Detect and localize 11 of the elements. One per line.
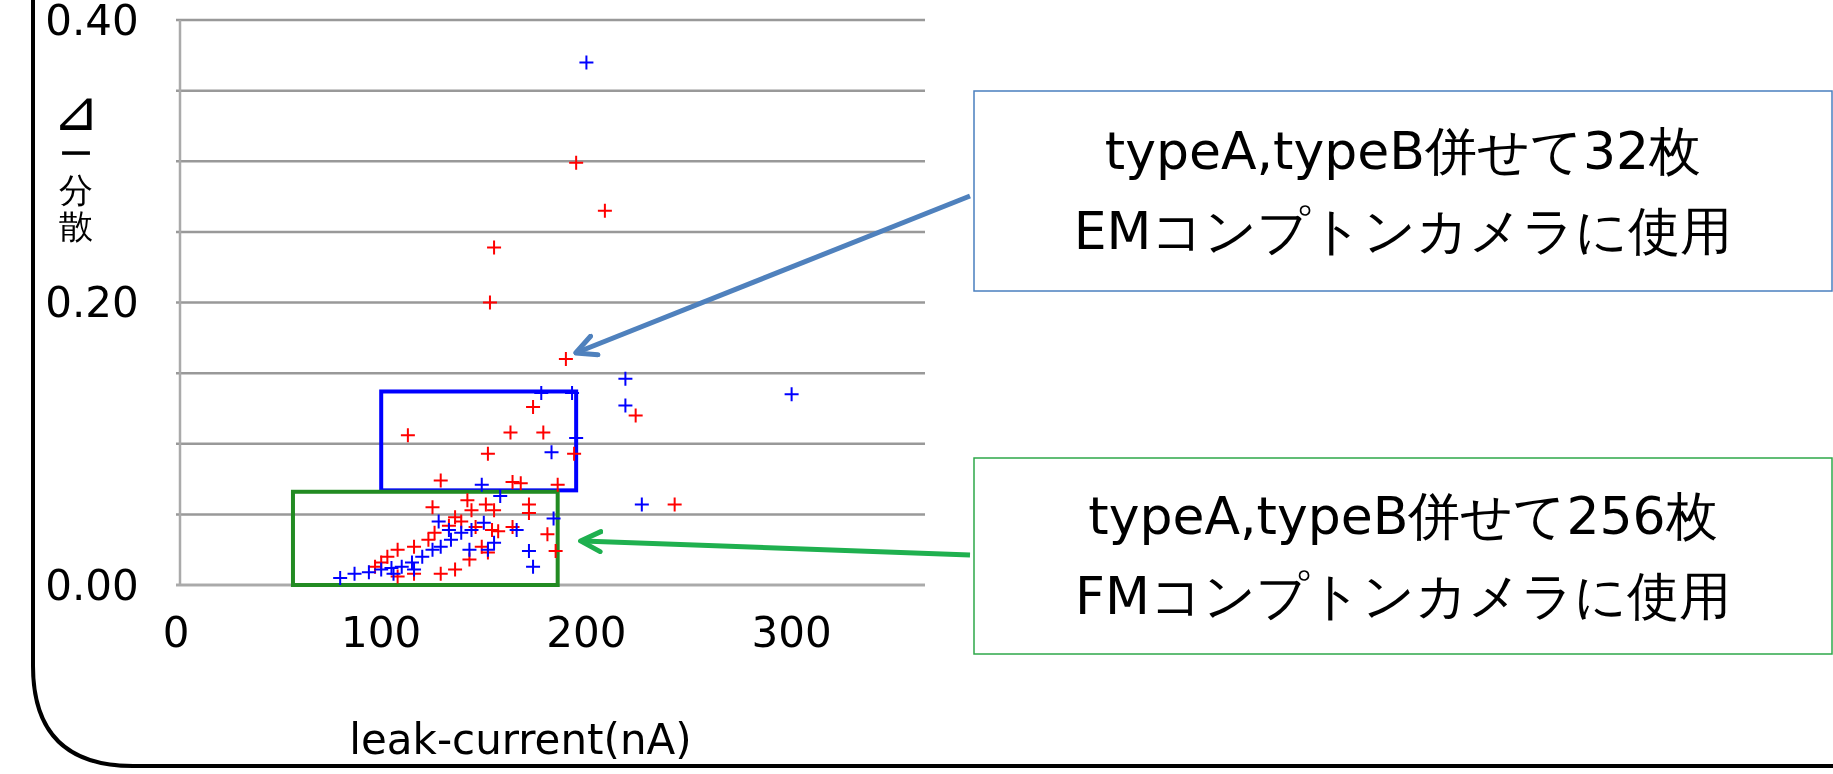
y-axis-title: ⊿ー分散 — [52, 78, 100, 246]
x-axis-title: leak-current(nA) — [349, 714, 692, 764]
text: typeA,typeB併せて256枚 FMコンプトンカメラに使用 — [1075, 486, 1731, 626]
y-tick-label: 0.20 — [45, 278, 139, 327]
x-tick-label: 0 — [162, 607, 190, 657]
x-tick-label: 200 — [546, 607, 627, 657]
x-tick-label: 100 — [341, 607, 422, 657]
x-tick-label: 300 — [751, 607, 832, 657]
y-tick-label: 0.00 — [45, 560, 139, 610]
text: typeA,typeB併せて32枚 EMコンプトンカメラに使用 — [1073, 121, 1733, 261]
y-tick-label: 0.40 — [45, 0, 139, 45]
